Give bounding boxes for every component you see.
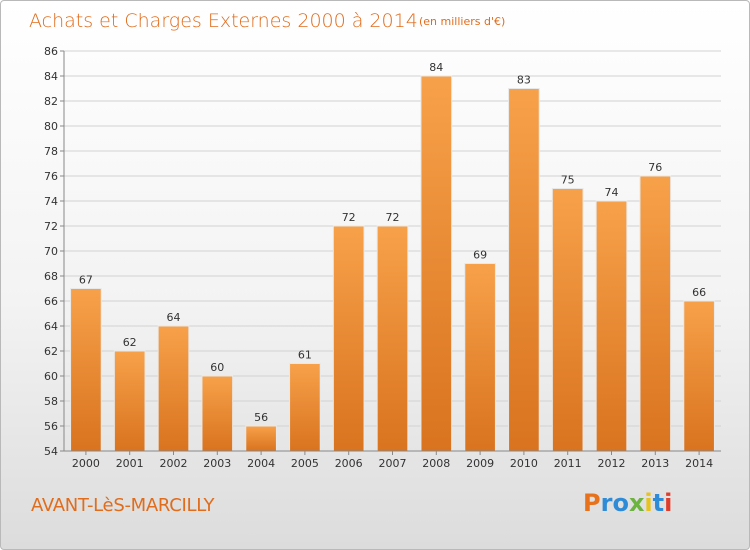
x-tick-label-2004: 2004 [247,457,275,470]
data-label-2010: 83 [517,74,531,87]
logo-letter: r [600,489,613,517]
data-label-2004: 56 [254,411,268,424]
x-tick-label-2014: 2014 [685,457,713,470]
data-label-2006: 72 [342,211,356,224]
x-tick-label-2010: 2010 [510,457,538,470]
x-tick-label-2008: 2008 [422,457,450,470]
axes: 54 56 58 60 62 64 66 68 70 72 74 76 78 80 82 84 86 2000 20… [44,45,721,470]
data-label-2014: 66 [692,286,706,299]
x-tick-label-2006: 2006 [335,457,363,470]
x-tick-label-2002: 2002 [160,457,188,470]
data-label-2005: 61 [298,349,312,362]
bar-2013 [639,175,672,452]
bar-2012 [595,200,628,452]
bars: 67 62 64 60 56 61 72 72 84 69 83 75 74 76 66 [70,61,715,452]
data-label-2008: 84 [429,61,443,74]
y-tick-label: 80 [44,120,58,133]
bar-2003 [201,375,234,452]
data-label-2007: 72 [386,211,400,224]
data-label-2011: 75 [561,174,575,187]
y-tick-label: 86 [44,45,58,58]
logo-letter: P [583,489,601,517]
bar-2009 [464,263,496,452]
logo-letter: i [644,489,653,517]
bar-2006 [332,225,365,452]
x-tick-label-2000: 2000 [72,457,100,470]
bar-2002 [157,325,190,452]
bar-2004 [245,425,277,452]
x-tick-label-2001: 2001 [116,457,144,470]
y-tick-label: 64 [44,320,58,333]
bar-2001 [113,350,146,452]
y-tick-label: 70 [44,245,58,258]
y-tick-label: 62 [44,345,58,358]
data-label-2001: 62 [123,336,137,349]
x-tick-label-2007: 2007 [379,457,407,470]
chart-subtitle: (en milliers d'€) [419,15,505,28]
data-label-2002: 64 [167,311,181,324]
x-tick-label-2003: 2003 [203,457,231,470]
data-label-2013: 76 [648,161,662,174]
bar-2008 [420,75,453,452]
bar-2007 [376,225,409,452]
y-tick-label: 78 [44,145,58,158]
chart-title: Achats et Charges Externes 2000 à 2014 [29,10,418,32]
data-label-2003: 60 [210,361,224,374]
logo-letter: i [664,489,673,517]
y-tick-label: 58 [44,395,58,408]
data-label-2012: 74 [605,186,619,199]
x-tick-label-2005: 2005 [291,457,319,470]
x-tick-label-2013: 2013 [641,457,669,470]
data-label-2009: 69 [473,249,487,262]
place-name: AVANT-LèS-MARCILLY [31,495,215,516]
y-tick-label: 66 [44,295,58,308]
bar-2000 [70,288,102,452]
logo-letter: x [628,489,645,517]
x-tick-label-2012: 2012 [598,457,626,470]
x-tick-label-2011: 2011 [554,457,582,470]
y-tick-label: 54 [44,445,58,458]
y-tick-label: 84 [44,70,58,83]
y-tick-label: 68 [44,270,58,283]
y-tick-label: 56 [44,420,58,433]
bar-2011 [551,188,584,452]
bar-2014 [683,300,715,452]
proxiti-logo: Proxiti [583,489,672,517]
y-tick-label: 60 [44,370,58,383]
logo-letter: o [612,489,629,517]
bar-2010 [508,88,540,452]
y-tick-label: 82 [44,95,58,108]
data-label-2000: 67 [79,274,93,287]
bar-2005 [289,363,321,452]
y-tick-label: 74 [44,195,58,208]
y-tick-label: 72 [44,220,58,233]
x-tick-label-2009: 2009 [466,457,494,470]
logo-letter: t [652,489,665,517]
y-tick-label: 76 [44,170,58,183]
